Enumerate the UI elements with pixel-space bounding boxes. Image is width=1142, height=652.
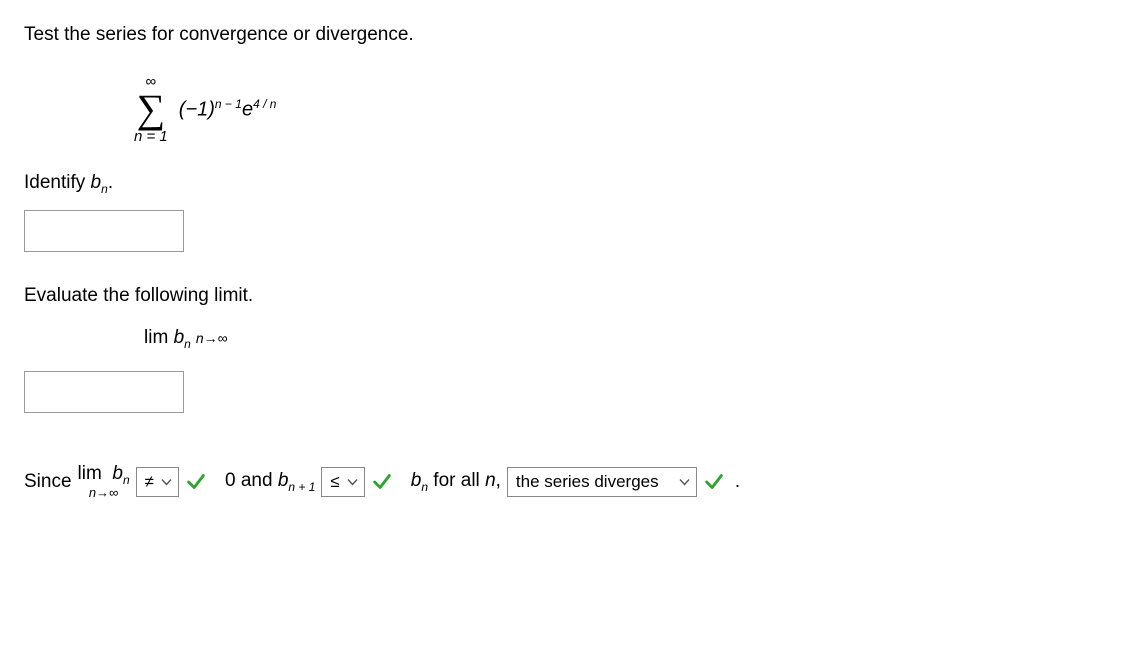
- relation-select-2[interactable]: ≤: [321, 467, 364, 497]
- sentence-period: .: [735, 471, 740, 493]
- chevron-down-icon: [161, 478, 172, 485]
- conclusion-select[interactable]: the series diverges: [507, 467, 697, 497]
- evaluate-label: Evaluate the following limit.: [24, 285, 1118, 307]
- check-icon: [185, 471, 207, 493]
- limit-input[interactable]: [24, 371, 184, 413]
- zero-and-text: 0 and bn + 1: [225, 470, 315, 494]
- check-icon: [371, 471, 393, 493]
- check-icon: [703, 471, 725, 493]
- series-expression: ∞ ∑ n = 1 (−1)n − 1e4 / n: [134, 74, 1118, 144]
- bn-input[interactable]: [24, 210, 184, 252]
- series-term: (−1)n − 1e4 / n: [179, 97, 277, 122]
- summation-symbol: ∞ ∑ n = 1: [134, 74, 168, 144]
- chevron-down-icon: [347, 478, 358, 485]
- conclusion-sentence: Since lim bn n→∞ ≠ 0 and bn + 1 ≤ bn for…: [24, 464, 1118, 500]
- since-text: Since: [24, 471, 72, 493]
- since-limit: lim bn n→∞: [78, 464, 130, 500]
- question-prompt: Test the series for convergence or diver…: [24, 24, 1118, 46]
- relation-select-1[interactable]: ≠: [136, 467, 179, 497]
- limit-expression: lim bn n→∞: [144, 327, 1118, 351]
- bn-forall-text: bn for all n,: [411, 470, 501, 494]
- chevron-down-icon: [679, 478, 690, 485]
- identify-label: Identify bn.: [24, 172, 1118, 196]
